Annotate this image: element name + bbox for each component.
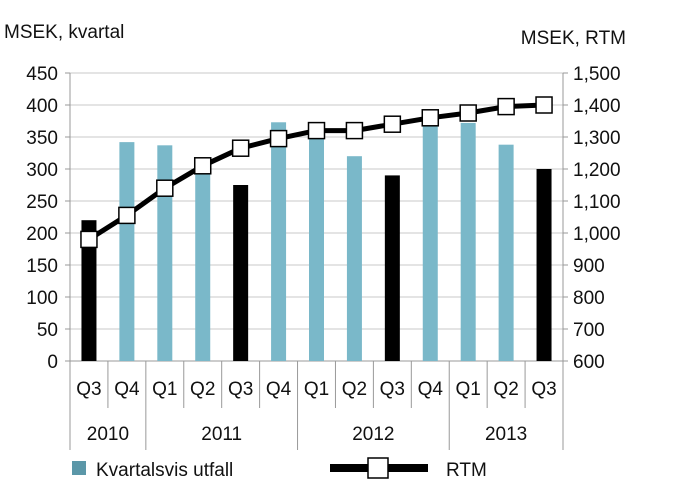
bar-q3-12 [536,169,552,361]
category-label: Q2 [342,379,367,400]
left-tick-label: 450 [26,64,58,85]
right-tick-label: 1,000 [573,224,621,245]
rtm-marker [345,121,364,140]
bar-q1-6 [309,129,324,361]
left-tick-label: 100 [26,288,58,309]
left-tick-label: 350 [26,128,58,149]
category-label: Q3 [531,379,556,400]
rtm-marker [156,179,174,197]
legend: Kvartalsvis utfall RTM [72,457,487,481]
bar-q2-11 [498,144,514,361]
bar-q4-9 [422,117,438,361]
rtm-marker [535,96,553,114]
rtm-marker [269,129,288,148]
year-label-2011: 2011 [201,424,242,445]
category-label: Q3 [228,379,253,400]
right-tick-label: 1,500 [573,64,621,85]
category-label: Q3 [380,379,405,400]
category-label: Q1 [152,379,177,400]
tick-labels: 0 50 100 150 200 250 300 350 400 450 600 700 800 900 1… [26,64,620,373]
right-tick-label: 700 [573,320,605,341]
bar-q4-5 [271,122,287,361]
rtm-marker [80,230,98,249]
bar-q3-4 [233,185,249,361]
left-tick-label: 300 [26,160,58,181]
bar-q3-8 [384,175,400,361]
bar-q1-2 [157,145,173,361]
right-tick-label: 900 [573,256,605,277]
category-label: Q3 [76,379,101,400]
bar-q1-10 [460,122,476,361]
rtm-marker [307,121,326,140]
category-label: Q1 [456,379,481,400]
legend-swatch-kvartalsvis [72,461,86,475]
rtm-marker [193,157,212,175]
right-tick-label: 1,200 [573,160,621,181]
right-tick-label: 600 [573,352,605,373]
rtm-marker [231,139,250,157]
legend-label-kvartalsvis: Kvartalsvis utfall [96,460,233,481]
category-label: Q1 [304,379,329,400]
rtm-marker [497,97,515,116]
left-tick-label: 200 [26,224,58,245]
rtm-marker [421,109,440,127]
year-label-2013: 2013 [485,424,527,445]
bar-q2-7 [346,156,362,361]
left-tick-label: 250 [26,192,58,213]
legend-label-rtm: RTM [446,460,487,481]
category-label: Q4 [266,379,292,400]
right-tick-label: 1,100 [573,192,621,213]
category-label: Q4 [418,379,444,400]
bar-q2-3 [195,169,211,361]
legend-marker-rtm [367,457,389,479]
category-label: Q2 [190,379,215,400]
left-tick-label: 150 [26,256,58,277]
rtm-series [80,96,553,249]
bar-q4-1 [119,142,135,361]
bars-series [81,117,552,361]
year-label-2012: 2012 [352,424,394,445]
left-axis-title: MSEK, kvartal [4,22,124,43]
right-tick-label: 800 [573,288,605,309]
category-label: Q2 [493,379,518,400]
right-axis-title: MSEK, RTM [521,28,626,49]
left-tick-label: 400 [26,96,58,117]
rtm-marker [383,115,402,133]
bar-q3-0 [81,220,97,361]
right-tick-label: 1,400 [573,96,621,117]
left-tick-label: 0 [47,352,58,373]
left-tick-label: 50 [37,320,58,341]
rtm-marker [459,104,477,122]
category-label: Q4 [114,379,140,400]
year-label-2010: 2010 [87,424,129,445]
category-axis: Q3 Q4 Q1 Q2 Q3 Q4 Q1 Q2 Q3 Q4 Q1 Q2 Q3 2010 2011 2012 20… [69,361,564,450]
rtm-marker [118,206,136,225]
right-tick-label: 1,300 [573,128,621,149]
